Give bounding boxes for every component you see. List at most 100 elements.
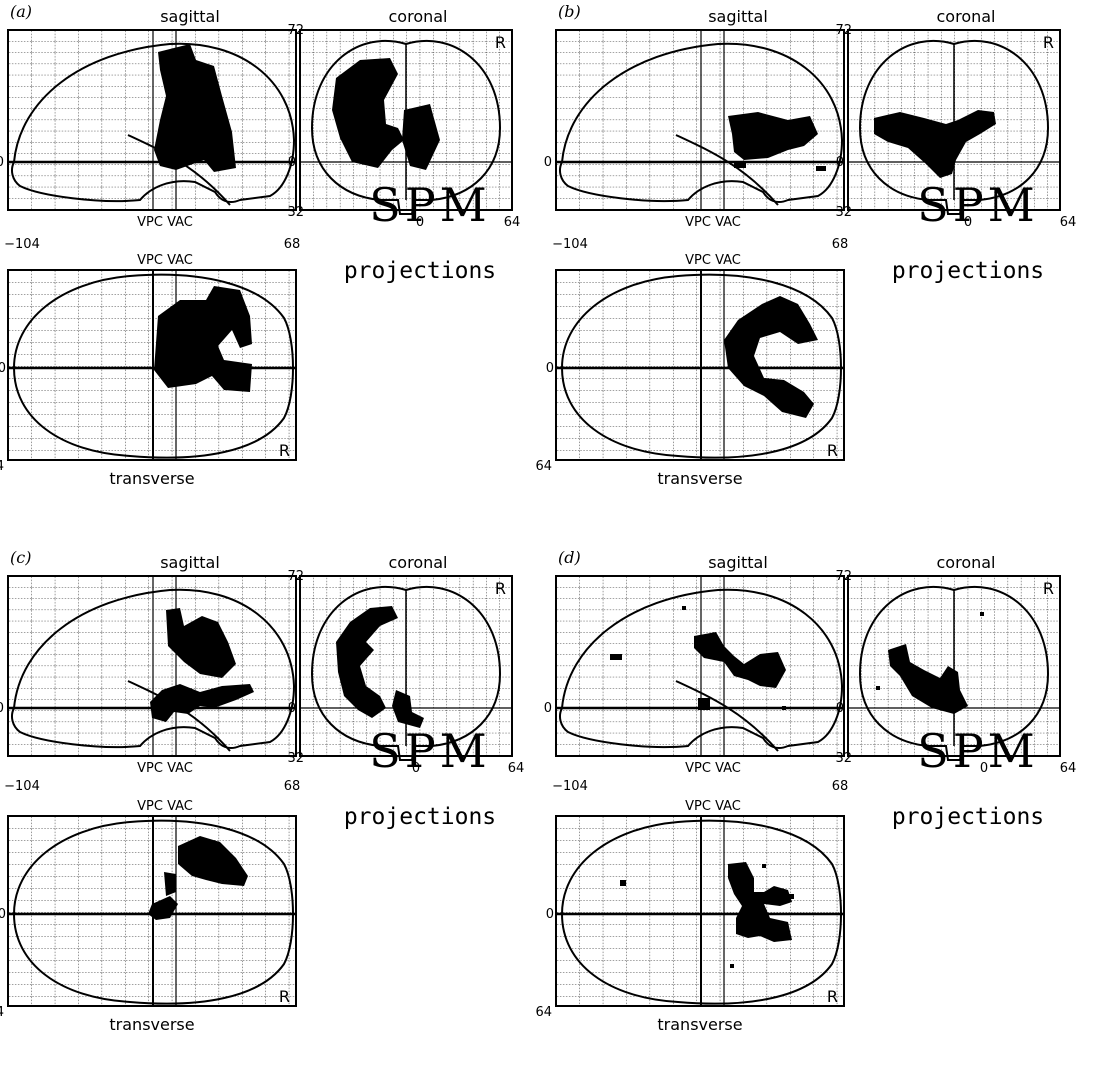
sagittal-right-label: 68 — [284, 237, 301, 252]
transverse-bottom-label: 64 — [0, 1005, 4, 1020]
sagittal-zero-label: 0 — [544, 155, 552, 170]
panel-a: (a) sagittal coronal — [0, 0, 548, 545]
sagittal-left-label: −104 — [552, 779, 588, 794]
coronal-bottom-label: 32 — [835, 205, 852, 220]
panel-c: (c) sagittal coronal — [0, 546, 548, 1091]
spm-text: SPM — [917, 178, 1039, 232]
sagittal-ref-label: VPC VAC — [685, 215, 741, 230]
activation-blob — [402, 104, 440, 170]
coronal-right-label: 64 — [508, 761, 525, 776]
sagittal-brain-outline — [11, 588, 296, 749]
coronal-x-zero-label: 0 — [416, 215, 424, 230]
transverse-view — [7, 269, 297, 461]
spm-text: SPM — [917, 724, 1039, 778]
coronal-brain-outline — [310, 39, 502, 215]
coronal-bottom-label: 32 — [287, 751, 304, 766]
activation-blob — [164, 872, 176, 896]
sagittal-left-label: −104 — [4, 779, 40, 794]
sagittal-ref-label: VPC VAC — [137, 215, 193, 230]
transverse-ref-label: VPC VAC — [137, 253, 193, 268]
transverse-view — [555, 269, 845, 461]
activation-blob — [694, 632, 786, 688]
coronal-top-label: 72 — [287, 569, 304, 584]
transverse-title: transverse — [109, 1015, 194, 1034]
spm-text: SPM — [369, 724, 491, 778]
spm-figure: sagittal coronal 72 32 0 0 64 R — [0, 7, 520, 488]
transverse-title: transverse — [109, 469, 194, 488]
coronal-title: coronal — [389, 553, 448, 572]
sagittal-right-label: 68 — [832, 779, 849, 794]
coronal-r-mark: R — [495, 33, 506, 52]
coronal-title: coronal — [937, 7, 996, 26]
transverse-ref-label: VPC VAC — [685, 799, 741, 814]
activation-blob — [728, 862, 792, 942]
sagittal-title: sagittal — [708, 553, 768, 572]
projections-text: projections — [891, 258, 1045, 284]
sagittal-view — [555, 29, 845, 211]
transverse-zero-label: 0 — [0, 907, 6, 922]
transverse-ref-label: VPC VAC — [137, 799, 193, 814]
coronal-zero-label: 0 — [288, 701, 296, 716]
coronal-right-label: 64 — [1060, 761, 1077, 776]
coronal-right-label: 64 — [1060, 215, 1077, 230]
activation-blob — [888, 644, 968, 714]
coronal-top-label: 72 — [835, 23, 852, 38]
sagittal-title: sagittal — [160, 553, 220, 572]
activation-blob — [724, 296, 818, 418]
sagittal-view — [555, 575, 845, 757]
spm-figure: sagittal coronal 72 32 0 0 64 R 0 — [535, 7, 1077, 488]
panel-b: (b) sagittal coronal — [535, 0, 1096, 545]
transverse-ref-label: VPC VAC — [685, 253, 741, 268]
activation-blob — [392, 690, 424, 728]
coronal-zero-label: 0 — [288, 155, 296, 170]
transverse-bottom-label: 64 — [535, 1005, 552, 1020]
coronal-zero-label: 0 — [836, 701, 844, 716]
spm-figure: sagittal coronal 72 32 0 0 64 R 0 — [0, 553, 525, 1034]
sagittal-ref-label: VPC VAC — [685, 761, 741, 776]
sagittal-view — [7, 575, 297, 757]
transverse-zero-label: 0 — [0, 361, 6, 376]
spm-text: SPM — [369, 178, 491, 232]
activation-blob — [154, 44, 236, 172]
sagittal-view — [7, 29, 297, 211]
activation-blob — [154, 286, 252, 392]
sagittal-zero-label: 0 — [0, 155, 4, 170]
coronal-r-mark: R — [495, 579, 506, 598]
coronal-r-mark: R — [1043, 33, 1054, 52]
transverse-r-mark: R — [827, 441, 838, 460]
sagittal-right-label: 68 — [832, 237, 849, 252]
coronal-view — [299, 575, 513, 761]
panel-label: (c) — [10, 548, 32, 567]
coronal-bottom-label: 32 — [835, 751, 852, 766]
sagittal-brain-outline — [559, 588, 844, 749]
coronal-zero-label: 0 — [836, 155, 844, 170]
coronal-view — [299, 29, 513, 215]
transverse-bottom-label: 64 — [535, 459, 552, 474]
coronal-brain-outline — [310, 585, 502, 761]
sagittal-zero-label: 0 — [544, 701, 552, 716]
sagittal-right-label: 68 — [284, 779, 301, 794]
panel-label: (b) — [558, 2, 581, 21]
sagittal-left-label: −104 — [4, 237, 40, 252]
coronal-x-zero-label: 0 — [964, 215, 972, 230]
sagittal-ref-label: VPC VAC — [137, 761, 193, 776]
projections-text: projections — [891, 804, 1045, 830]
transverse-zero-label: 0 — [546, 361, 554, 376]
activation-blob — [336, 606, 398, 718]
coronal-view — [847, 575, 1061, 761]
coronal-title: coronal — [389, 7, 448, 26]
sagittal-title: sagittal — [160, 7, 220, 26]
activation-blob — [150, 684, 254, 722]
transverse-view — [555, 815, 845, 1007]
transverse-zero-label: 0 — [546, 907, 554, 922]
coronal-brain-outline — [858, 585, 1050, 761]
panel-label: (d) — [558, 548, 581, 567]
activation-blob — [178, 836, 248, 886]
panel-label: (a) — [10, 2, 33, 21]
activation-blob — [698, 698, 710, 710]
transverse-r-mark: R — [827, 987, 838, 1006]
coronal-view — [847, 29, 1061, 215]
transverse-r-mark: R — [279, 441, 290, 460]
spm-figure: sagittal coronal 72 32 — [535, 553, 1077, 1034]
transverse-title: transverse — [657, 1015, 742, 1034]
